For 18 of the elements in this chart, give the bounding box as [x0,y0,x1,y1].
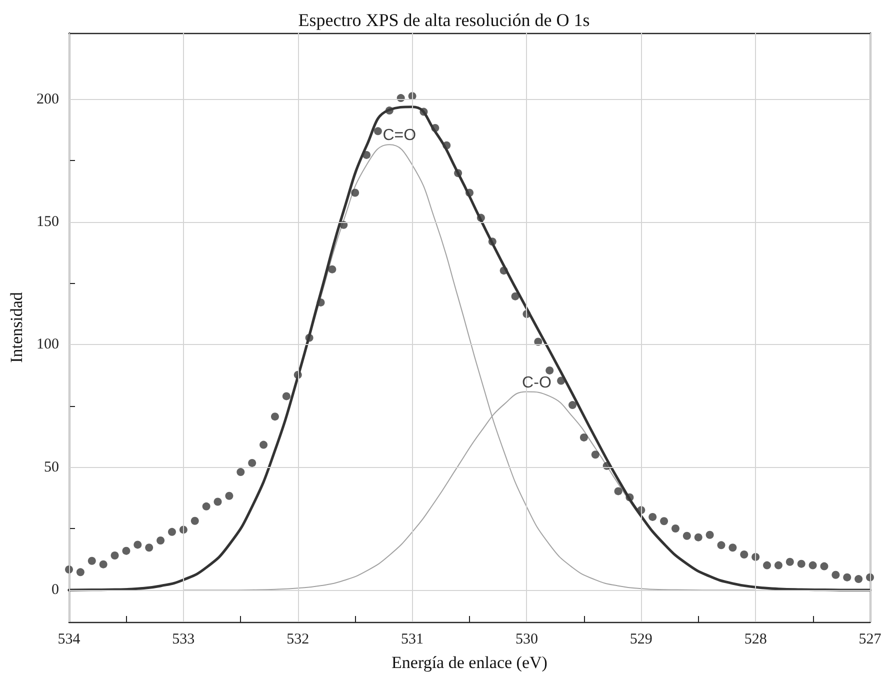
x-tick-label: 531 [401,632,424,648]
y-tick-label: 150 [36,214,59,230]
annotation: C=O [382,127,416,144]
y-tick-label: 50 [44,459,59,476]
x-tick-label: 527 [858,632,882,648]
x-tick-label: 534 [58,632,81,648]
y-tick-label: 200 [36,91,59,108]
x-axis-title: Energía de enlace (eV) [392,653,548,672]
x-tick-label: 532 [286,632,310,648]
x-tick-label: 533 [172,632,195,648]
annotation: C-O [522,374,552,392]
x-tick-label: 530 [515,632,538,648]
y-axis-title: Intensidad [7,292,26,363]
x-tick-label: 528 [744,632,767,648]
x-tick-label: 529 [630,632,652,648]
y-tick-label: 0 [52,582,59,598]
chart-title: Espectro XPS de alta resolución de O 1s [298,10,590,30]
y-tick-label: 100 [36,336,59,353]
